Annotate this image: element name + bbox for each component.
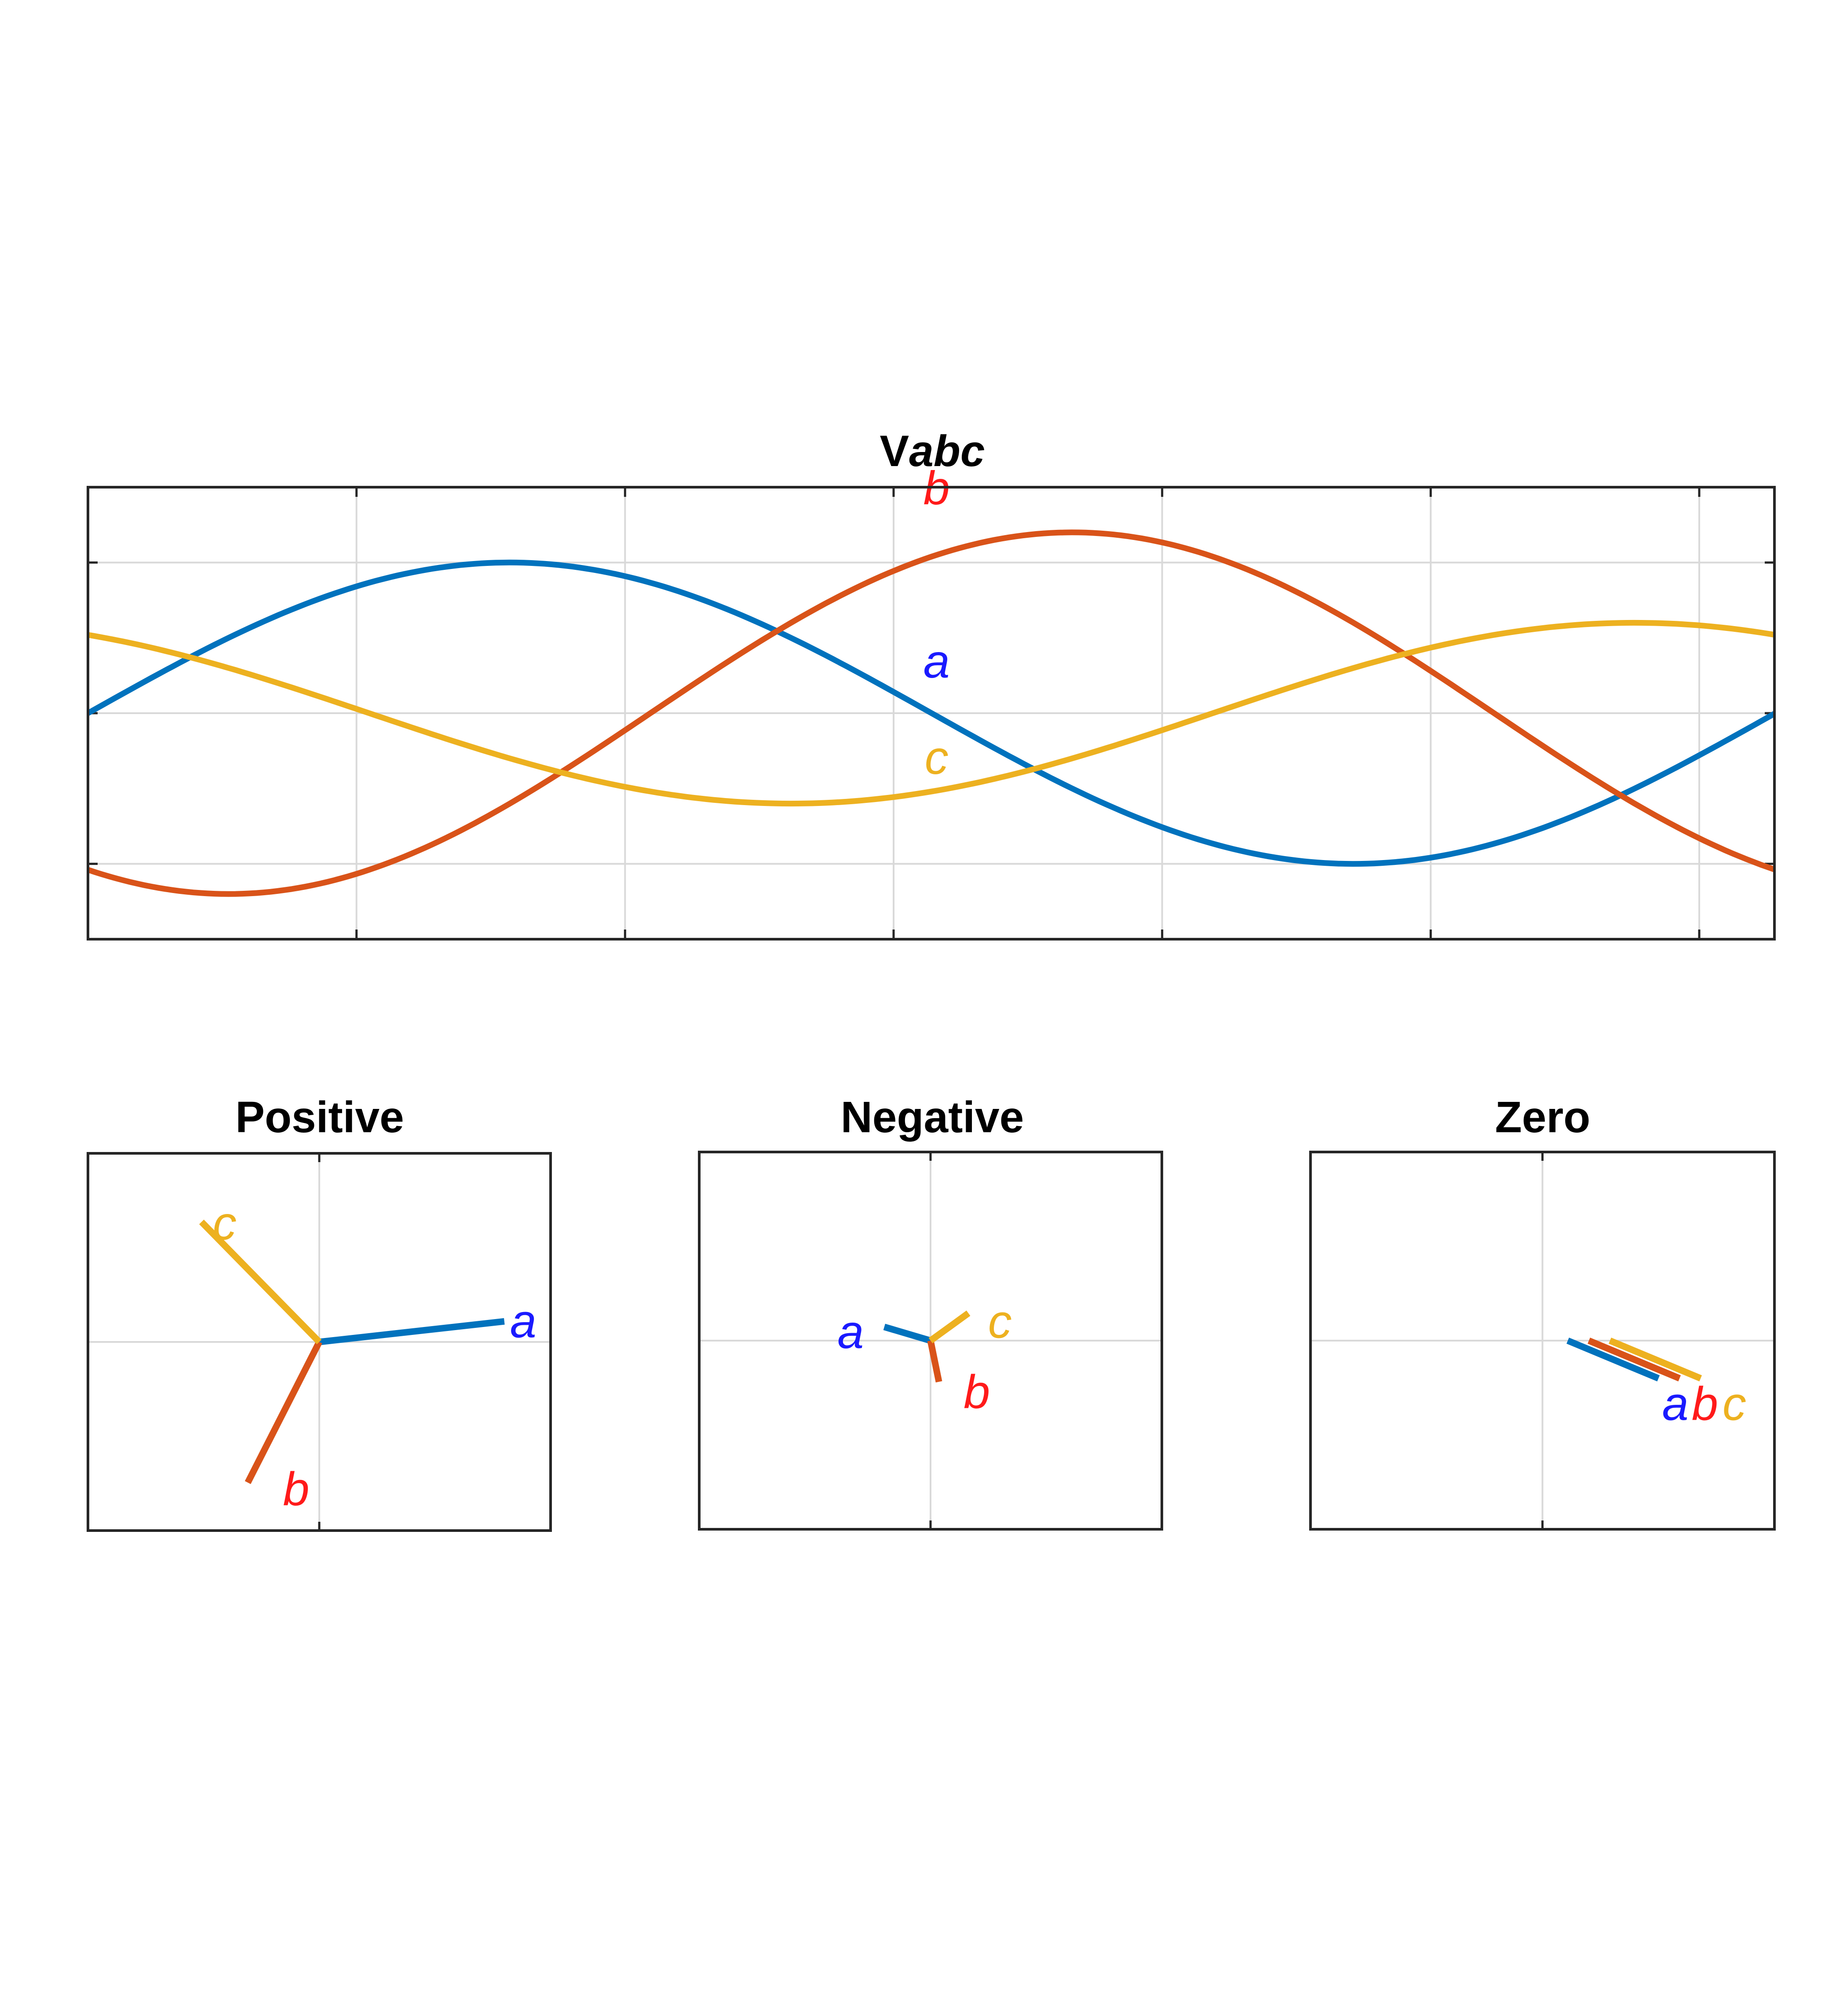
zero-phasor-b [1588, 1338, 1681, 1382]
positive-title: Positive [235, 1093, 404, 1142]
vabc-plot: Vabc bac [86, 427, 1776, 941]
zero-grid [1310, 1152, 1774, 1529]
negative-phasor-a [883, 1323, 932, 1344]
vabc-title-plain: V [880, 427, 909, 476]
vabc-title-italic: abc [909, 427, 985, 476]
vabc-series [86, 529, 1776, 897]
positive-label-c: c [213, 1196, 237, 1250]
negative-title: Negative [841, 1093, 1024, 1142]
positive-phasor-c [199, 1219, 322, 1345]
negative-label-b: b [964, 1365, 990, 1418]
negative-label-c: c [988, 1294, 1012, 1348]
negative-plot: Negative a bc [698, 1093, 1163, 1531]
zero-title: Zero [1495, 1093, 1591, 1142]
negative-phasors [883, 1310, 971, 1383]
vabc-axes-frame [87, 486, 1776, 941]
vabc-labels: bac [924, 461, 950, 784]
positive-label-a: a [510, 1294, 537, 1348]
vabc-series-line-b [87, 529, 1776, 897]
positive-label-b: b [283, 1462, 309, 1516]
positive-plot: Positive a b c [87, 1093, 552, 1532]
negative-phasor-c [928, 1310, 971, 1344]
positive-axes-frame [87, 1152, 552, 1532]
negative-axes-frame [698, 1151, 1163, 1531]
negative-label-a: a [837, 1305, 864, 1358]
negative-labels: a bc [837, 1294, 1012, 1418]
zero-phasors [1566, 1338, 1702, 1382]
zero-label-c: c [1723, 1377, 1746, 1430]
vabc-label-c: c [925, 731, 949, 784]
positive-phasor-a [319, 1318, 505, 1345]
zero-label-a: a [1662, 1377, 1689, 1430]
zero-axes-frame [1309, 1151, 1776, 1531]
positive-labels: a b c [213, 1196, 537, 1516]
positive-phasor-b [245, 1340, 322, 1484]
vabc-series-line-c [87, 620, 1775, 807]
zero-label-b: b [1692, 1377, 1718, 1430]
vabc-label-a: a [924, 634, 950, 688]
vabc-series-line-a [86, 559, 1776, 867]
zero-phasor-c [1609, 1338, 1702, 1382]
positive-phasors [199, 1219, 505, 1484]
vabc-title: Vabc [880, 427, 985, 476]
zero-phasor-a [1566, 1338, 1660, 1382]
negative-phasor-b [927, 1340, 942, 1383]
